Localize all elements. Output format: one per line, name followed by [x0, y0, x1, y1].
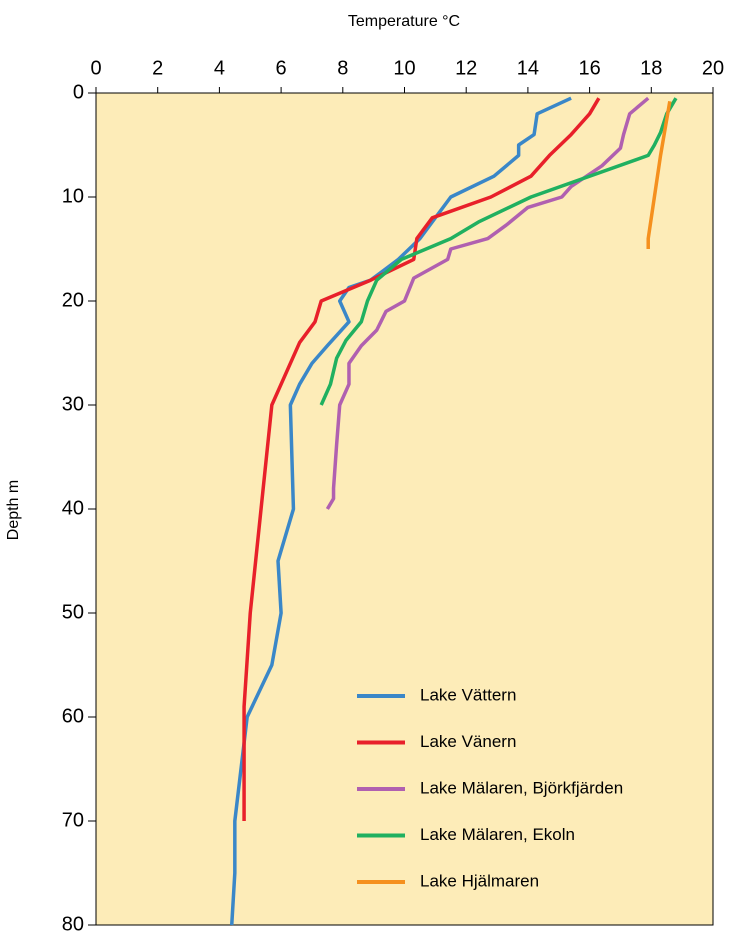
legend-label: Lake Mälaren, Björkfjärden — [420, 778, 623, 797]
x-tick-label: 2 — [152, 57, 163, 79]
plot-area — [95, 92, 714, 926]
series-line — [325, 96, 650, 510]
x-tick-label: 0 — [90, 57, 101, 79]
y-tick-label: 10 — [62, 185, 84, 207]
x-tick-label: 20 — [702, 57, 724, 79]
x-tick-label: 14 — [517, 57, 539, 79]
x-tick-label: 6 — [276, 57, 287, 79]
x-axis-label: Temperature °C — [348, 13, 460, 30]
series-line — [242, 97, 601, 821]
y-tick-label: 20 — [62, 289, 84, 311]
series-line — [319, 97, 678, 406]
series-line — [229, 96, 572, 926]
x-tick-label: 18 — [640, 57, 662, 79]
y-tick-label: 40 — [62, 497, 84, 519]
legend-label: Lake Mälaren, Ekoln — [420, 825, 575, 844]
x-tick-label: 8 — [337, 57, 348, 79]
y-tick-label: 50 — [62, 601, 84, 623]
y-tick-label: 30 — [62, 393, 84, 415]
y-tick-label: 0 — [73, 81, 84, 103]
y-tick-label: 60 — [62, 705, 84, 727]
legend-label: Lake Vänern — [420, 732, 516, 751]
x-tick-label: 10 — [393, 57, 415, 79]
legend-label: Lake Vättern — [420, 685, 516, 704]
series-line — [646, 101, 672, 249]
x-tick-label: 16 — [578, 57, 600, 79]
y-tick-label: 80 — [62, 913, 84, 932]
x-tick-label: 4 — [214, 57, 225, 79]
x-tick-label: 12 — [455, 57, 477, 79]
y-tick-label: 70 — [62, 809, 84, 831]
y-axis-label: Depth m — [5, 480, 22, 540]
legend-label: Lake Hjälmaren — [420, 871, 539, 890]
